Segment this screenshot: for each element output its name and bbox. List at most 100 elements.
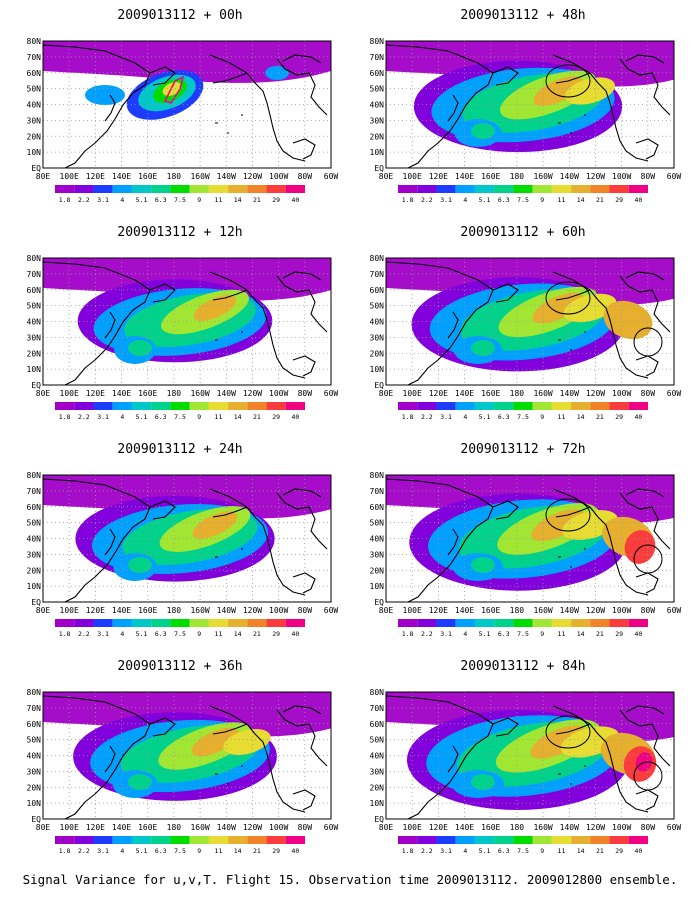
coastline	[447, 745, 459, 773]
lon-tick-label: 80E	[36, 172, 51, 181]
lon-tick-label: 80W	[298, 606, 313, 615]
lon-tick-label: 180	[510, 606, 525, 615]
variance-contour	[223, 729, 271, 755]
variance-contour	[192, 511, 238, 539]
colorbar-swatch	[151, 836, 171, 844]
colorbar-label: 6.3	[155, 196, 167, 204]
lat-tick-label: 70N	[370, 487, 385, 496]
coastline	[555, 289, 591, 301]
observation-circle	[633, 544, 663, 574]
colorbar-label: 9	[197, 847, 201, 855]
colorbar-swatch	[609, 185, 629, 193]
colorbar-label: 3.1	[97, 196, 109, 204]
colorbar-label: 11	[215, 413, 223, 421]
coastline	[619, 58, 671, 116]
colorbar-label: 5.1	[136, 196, 148, 204]
lat-tick-label: 20N	[370, 566, 385, 575]
lon-tick-label: 140W	[217, 172, 236, 181]
observation-circle	[545, 715, 591, 749]
coastline	[215, 114, 243, 134]
coastline	[625, 271, 665, 281]
coastline	[386, 478, 494, 602]
coastline	[43, 261, 151, 385]
lon-tick-label: 140W	[217, 389, 236, 398]
panel-title: 2009013112 + 00h	[117, 8, 243, 23]
colorbar-label: 14	[234, 196, 242, 204]
coastline	[552, 488, 649, 596]
colorbar-label: 14	[577, 847, 585, 855]
coastline	[215, 548, 243, 568]
colorbar-swatch	[474, 402, 495, 410]
colorbar-label: 21	[253, 413, 261, 421]
colorbar-label: 3.1	[97, 847, 109, 855]
colorbar-label: 29	[615, 413, 623, 421]
coastline	[555, 72, 591, 84]
coastline	[209, 54, 306, 162]
lon-tick-label: 160E	[138, 606, 157, 615]
lon-tick-label: 100E	[403, 389, 422, 398]
colorbar-label: 40	[634, 196, 642, 204]
variance-contour	[193, 295, 237, 321]
lon-tick-label: 100E	[60, 172, 79, 181]
variance-contour	[533, 76, 583, 106]
lon-tick-label: 100W	[269, 823, 288, 832]
map: 80N 70N 60N 50N 40N 30N 20N 10N EQ 80E 100E 120E 140…	[15, 33, 345, 213]
colorbar-swatch	[266, 619, 286, 627]
variance-contour	[471, 340, 495, 356]
lon-tick-label: 80W	[298, 823, 313, 832]
lon-tick-label: 140W	[217, 606, 236, 615]
colorbar-swatch	[170, 185, 190, 193]
coastline	[43, 478, 151, 602]
coastline	[492, 500, 519, 520]
variance-contour	[564, 77, 616, 105]
colorbar-swatch	[609, 402, 629, 410]
lat-tick-label: 50N	[370, 519, 385, 528]
colorbar-label: 9	[197, 630, 201, 638]
colorbar-label: 7.5	[517, 196, 529, 204]
colorbar-swatch	[131, 402, 152, 410]
lon-tick-label: 60W	[324, 823, 339, 832]
lon-tick-label: 160W	[533, 823, 552, 832]
colorbar-label: 9	[540, 413, 544, 421]
colorbar-swatch	[247, 402, 267, 410]
coastline	[215, 331, 243, 351]
colorbar-label: 40	[291, 413, 299, 421]
lat-tick-label: 40N	[370, 318, 385, 327]
colorbar-swatch	[266, 185, 286, 193]
colorbar-label: 4	[463, 413, 467, 421]
colorbar-label: 4	[463, 196, 467, 204]
colorbar-swatch	[455, 619, 475, 627]
coastline	[447, 94, 459, 122]
colorbar-label: 11	[558, 196, 566, 204]
colorbar-swatch	[398, 836, 418, 844]
lon-tick-label: 60W	[667, 389, 682, 398]
lat-tick-label: 80N	[27, 37, 42, 46]
lon-tick-label: 160W	[533, 606, 552, 615]
colorbar-swatch	[494, 185, 514, 193]
colorbar-label: 5.1	[479, 847, 491, 855]
coastline	[104, 745, 116, 773]
colorbar-swatch	[266, 402, 286, 410]
lon-tick-label: 100W	[269, 172, 288, 181]
lat-tick-label: 30N	[370, 550, 385, 559]
colorbar-swatch	[436, 619, 456, 627]
colorbar-swatch	[474, 619, 495, 627]
observation-circle	[633, 761, 663, 791]
colorbar-swatch	[513, 836, 533, 844]
colorbar-label: 9	[540, 196, 544, 204]
colorbar-label: 9	[540, 847, 544, 855]
panel-12h: 2009013112 + 12h 80N 70N 60N 50N 40N 30N 20N 10…	[15, 225, 345, 440]
lat-tick-label: 30N	[370, 116, 385, 125]
colorbar-swatch	[609, 619, 629, 627]
colorbar-label: 11	[215, 630, 223, 638]
lon-tick-label: 100E	[60, 606, 79, 615]
plot-frame	[42, 257, 332, 386]
colorbar-label: 21	[253, 196, 261, 204]
lat-tick-label: 20N	[370, 783, 385, 792]
colorbar-swatch	[208, 619, 229, 627]
lon-tick-label: 80W	[641, 606, 656, 615]
coastline	[43, 695, 151, 819]
colorbar-label: 40	[291, 196, 299, 204]
coastline	[635, 789, 659, 811]
variance-contour	[471, 557, 495, 573]
